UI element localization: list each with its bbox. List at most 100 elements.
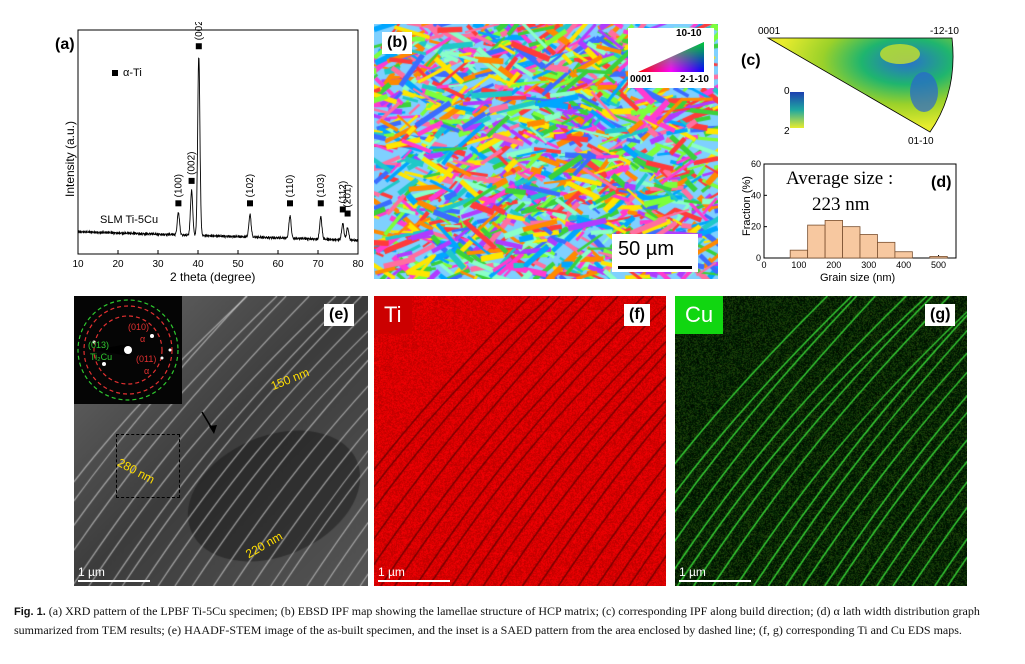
xrd-xlabel: 2 theta (degree) — [170, 270, 256, 284]
xrd-peak-label: (201) — [343, 184, 354, 207]
xrd-peak-marker — [287, 200, 293, 207]
hist-ytick-label: 20 — [751, 222, 761, 232]
hist-bar — [929, 256, 948, 259]
xrd-peak-marker — [188, 177, 195, 184]
xrd-xtick-label: 10 — [72, 259, 84, 270]
scalebar-line — [618, 266, 692, 269]
grain-size-panel: 0 100 200 300 400 500 0 20 40 60 Average size : 2… — [734, 158, 962, 290]
legend-square-icon — [112, 70, 118, 76]
colorbar-max: 2 — [784, 126, 790, 137]
ti-element-label: Ti — [374, 296, 412, 334]
xrd-peak-marker — [175, 200, 182, 207]
xrd-peak-marker — [317, 200, 324, 207]
hist-bar — [877, 241, 896, 259]
xrd-peak-label: (102) — [245, 174, 256, 197]
xrd-peak-label: (103) — [316, 174, 327, 197]
hist-bar — [894, 251, 913, 259]
ipf-contour-chart — [766, 37, 954, 133]
ti-scalebar — [378, 580, 450, 582]
hist-xtick-label: 0 — [761, 260, 766, 270]
ti-scale-text: 1 µm — [378, 565, 405, 579]
ipf-label-right: 2-1-10 — [680, 74, 709, 85]
saed-ti2cu: Ti₂Cu — [90, 352, 113, 362]
xrd-xtick-label: 60 — [272, 259, 284, 270]
xrd-peak-marker — [344, 210, 351, 217]
xrd-peak-label: (112) — [338, 181, 349, 204]
cu-eds-map: Cu (g) 1 µm — [675, 296, 967, 586]
xrd-peak-marker — [339, 206, 346, 213]
hist-bar — [789, 249, 809, 259]
hist-bar — [824, 220, 843, 259]
caption-fig-number: Fig. 1. — [14, 606, 46, 618]
hist-xtick-label: 200 — [826, 260, 841, 270]
hist-ylabel: Fraction (%) — [741, 176, 753, 236]
ebsd-scale-text: 50 µm — [618, 238, 674, 260]
ti-eds-image — [374, 296, 666, 586]
ipf-corner-left: 0001 — [758, 26, 781, 37]
hist-ytick-label: 40 — [751, 190, 761, 200]
saed-area-box — [116, 434, 180, 498]
xrd-peak-label: (110) — [285, 175, 296, 198]
hist-bar — [807, 224, 826, 259]
panel-label-d: (d) — [931, 174, 952, 191]
xrd-pattern-line — [77, 57, 359, 243]
xrd-frame — [77, 29, 359, 255]
hist-xtick-label: 500 — [931, 260, 946, 270]
cu-eds-image — [675, 296, 967, 586]
ipf-label-top: 10-10 — [676, 28, 702, 39]
xrd-chart: 10 20 30 40 50 60 70 80(100)(002)(002)(102) (110… — [72, 22, 364, 270]
xrd-xtick-label: 80 — [352, 259, 364, 270]
cu-scale-text: 1 µm — [679, 565, 706, 579]
panel-label-g: (g) — [925, 304, 956, 326]
panel-label-f: (f) — [624, 304, 650, 326]
panel-label-c: (c) — [741, 52, 761, 69]
hist-ytick-label: 60 — [751, 159, 761, 169]
saed-pattern — [77, 299, 179, 401]
hist-xtick-label: 300 — [861, 260, 876, 270]
xrd-sample-label: SLM Ti-5Cu — [100, 214, 159, 226]
panel-label-a: (a) — [55, 36, 75, 53]
saed-013: (013) — [88, 340, 110, 350]
ipf-corner-bottom: 01-10 — [908, 136, 934, 147]
panel-label-e: (e) — [324, 304, 354, 326]
xrd-xtick-label: 20 — [112, 259, 124, 270]
panel-label-b: (b) — [382, 32, 413, 54]
ti-eds-map: Ti (f) 1 µm — [374, 296, 666, 586]
stem-scalebar — [78, 580, 150, 582]
hist-xtick-label: 400 — [896, 260, 911, 270]
ipf-key: 10-10 0001 2-1-10 — [628, 28, 714, 88]
ipf-panel: 0001 -12-10 01-10 (c) 0 2 — [740, 22, 990, 152]
cu-scalebar — [679, 580, 751, 582]
ebsd-scalebar: 50 µm — [612, 234, 698, 272]
grain-size-histogram: 0 100 200 300 400 500 0 20 40 60 — [751, 159, 957, 270]
figure-caption: Fig. 1. (a) XRD pattern of the LPBF Ti-5… — [14, 603, 1014, 639]
haadf-stem-image: (e) (010) α (011) α (013) Ti₂Cu 150 nm 2… — [74, 296, 368, 586]
xrd-peak-label: (002) — [187, 152, 198, 175]
hist-bar — [859, 234, 878, 259]
hist-xtick-label: 100 — [791, 260, 806, 270]
xrd-xtick-label: 70 — [312, 259, 324, 270]
hist-xlabel: Grain size (nm) — [820, 272, 896, 284]
hist-title-line1: Average size : — [786, 168, 894, 189]
xrd-xtick-label: 30 — [152, 259, 164, 270]
saed-inset: (010) α (011) α (013) Ti₂Cu — [74, 296, 182, 404]
colorbar-min: 0 — [784, 86, 790, 97]
hist-title-line2: 223 nm — [812, 194, 870, 215]
saed-alpha2: α — [144, 366, 150, 376]
xrd-peak-label: (100) — [173, 174, 184, 197]
ipf-colorbar — [790, 92, 804, 128]
hist-ytick-label: 0 — [756, 253, 761, 263]
xrd-ylabel: Intensity (a.u.) — [63, 120, 77, 198]
stem-scale-text: 1 µm — [78, 565, 105, 579]
xrd-legend: α-Ti — [112, 67, 142, 79]
caption-text: (a) XRD pattern of the LPBF Ti-5Cu speci… — [14, 604, 980, 637]
xrd-peak-label: (002) — [194, 22, 205, 40]
saed-alpha1: α — [140, 334, 146, 344]
cu-element-label: Cu — [675, 296, 724, 334]
xrd-xtick-label: 40 — [192, 259, 204, 270]
xrd-peak-marker — [195, 43, 202, 50]
saed-010: (010) — [128, 322, 150, 332]
ipf-label-left: 0001 — [630, 74, 653, 85]
ipf-corner-right: -12-10 — [930, 26, 959, 37]
legend-text: α-Ti — [123, 67, 142, 79]
